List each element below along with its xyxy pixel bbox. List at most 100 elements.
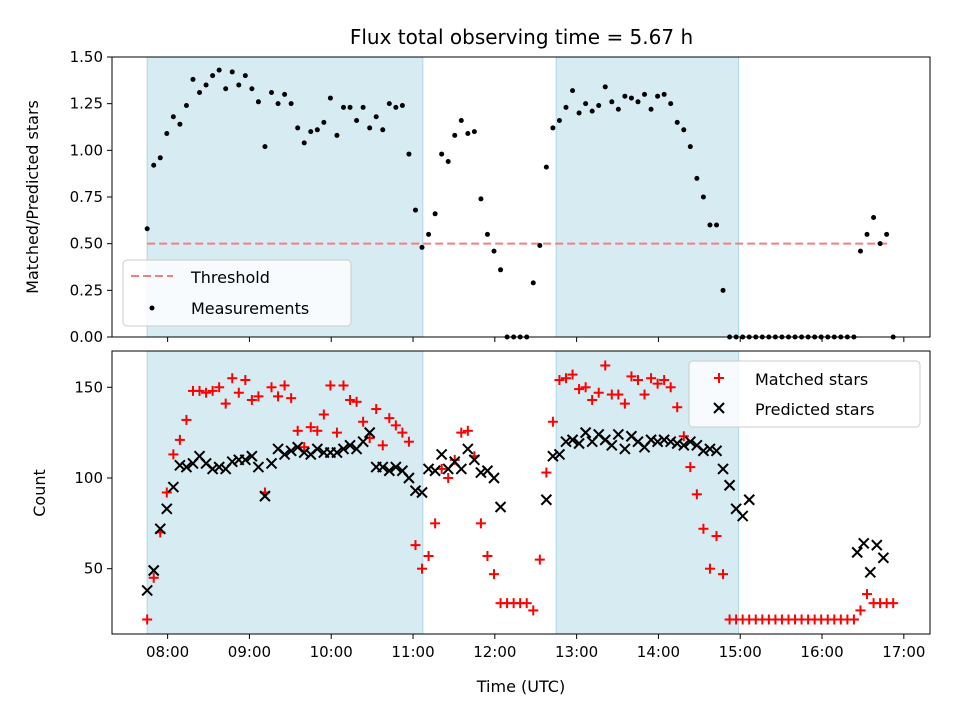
matched-star-point bbox=[266, 382, 277, 393]
measurement-point bbox=[406, 151, 412, 157]
matched-star-point bbox=[377, 440, 388, 451]
measurement-point bbox=[609, 99, 615, 105]
measurement-point bbox=[694, 175, 700, 181]
matched-star-point bbox=[331, 427, 342, 438]
measurement-point bbox=[432, 211, 438, 217]
measurement-point bbox=[478, 196, 484, 202]
predicted-star-point bbox=[488, 472, 500, 484]
measurement-point bbox=[622, 93, 628, 99]
predicted-star-point bbox=[710, 445, 723, 457]
x-tick-label: 12:00 bbox=[473, 643, 516, 661]
measurement-point bbox=[543, 164, 549, 170]
predicted-star-point bbox=[858, 537, 870, 550]
predicted-star-point bbox=[494, 501, 507, 513]
predicted-star-point bbox=[462, 443, 474, 455]
x-tick-label: 09:00 bbox=[228, 643, 271, 661]
x-tick-label: 16:00 bbox=[800, 643, 843, 661]
matched-star-point bbox=[888, 598, 899, 609]
matched-star-point bbox=[678, 431, 689, 442]
predicted-star-point bbox=[403, 472, 415, 484]
predicted-star-point bbox=[468, 454, 481, 466]
measurement-point bbox=[223, 86, 229, 92]
matched-star-point bbox=[489, 569, 500, 580]
measurement-point bbox=[203, 82, 209, 88]
predicted-star-point bbox=[658, 434, 670, 446]
matched-star-point bbox=[475, 518, 486, 529]
matched-star-point bbox=[194, 385, 205, 396]
predicted-star-point bbox=[877, 552, 890, 564]
ratio-panel: 0.00 0.25 0.50 0.75 1.00 1.25 1.50 Matched/Pre… bbox=[23, 48, 931, 346]
y-tick-label: 0.25 bbox=[70, 281, 103, 299]
matched-star-point bbox=[554, 375, 565, 386]
legend-matched-label: Matched stars bbox=[755, 370, 868, 389]
predicted-star-point bbox=[167, 481, 180, 493]
measurement-point bbox=[648, 106, 654, 112]
x-axis-label: Time (UTC) bbox=[476, 677, 565, 696]
measurement-point bbox=[491, 248, 497, 254]
measurement-point bbox=[295, 125, 301, 131]
predicted-star-point bbox=[664, 435, 677, 448]
legend-threshold-label: Threshold bbox=[190, 268, 270, 287]
matched-star-point bbox=[286, 393, 297, 404]
measurement-point bbox=[642, 91, 648, 97]
y-tick-label: 150 bbox=[74, 378, 103, 396]
top-y-ticks: 0.00 0.25 0.50 0.75 1.00 1.25 1.50 bbox=[70, 48, 112, 346]
matched-star-point bbox=[632, 375, 643, 386]
measurement-point bbox=[720, 287, 726, 293]
matched-star-point bbox=[181, 414, 192, 425]
matched-star-point bbox=[462, 425, 473, 436]
measurement-point bbox=[550, 125, 556, 131]
shaded-interval-1 bbox=[555, 56, 740, 338]
predicted-star-point bbox=[645, 434, 657, 446]
predicted-star-point bbox=[429, 465, 441, 477]
matched-star-point bbox=[240, 375, 251, 386]
matched-star-point bbox=[351, 396, 362, 407]
matched-star-point bbox=[279, 380, 290, 391]
matched-star-point bbox=[312, 425, 323, 436]
matched-star-point bbox=[547, 416, 558, 427]
matched-star-point bbox=[848, 614, 859, 625]
matched-star-point bbox=[233, 387, 244, 398]
predicted-star-point bbox=[553, 448, 566, 461]
measurement-point bbox=[871, 215, 877, 221]
x-tick-label: 13:00 bbox=[555, 643, 598, 661]
measurement-point bbox=[242, 73, 248, 79]
measurement-point bbox=[255, 99, 261, 105]
predicted-star-point bbox=[154, 523, 166, 535]
measurement-point bbox=[628, 95, 634, 101]
measurement-point bbox=[393, 104, 399, 110]
measurement-point bbox=[681, 127, 687, 133]
predicted-star-point bbox=[409, 484, 422, 497]
measurement-point bbox=[458, 117, 464, 123]
y-tick-label: 1.50 bbox=[70, 48, 103, 66]
matched-star-point bbox=[292, 425, 303, 436]
matched-star-point bbox=[626, 371, 637, 382]
predicted-star-point bbox=[141, 584, 153, 597]
x-tick-label: 08:00 bbox=[146, 643, 189, 661]
measurement-point bbox=[537, 243, 543, 249]
y-tick-label: 0.50 bbox=[70, 235, 103, 253]
measurement-point bbox=[707, 222, 713, 228]
matched-star-point bbox=[652, 378, 663, 389]
measurement-point bbox=[583, 101, 589, 107]
bottom-legend: Matched stars Predicted stars bbox=[688, 360, 921, 428]
matched-star-point bbox=[593, 387, 604, 398]
matched-star-point bbox=[698, 523, 709, 534]
matched-star-point bbox=[685, 462, 696, 473]
predicted-star-point bbox=[671, 437, 683, 450]
measurement-point bbox=[484, 231, 490, 237]
measurement-point bbox=[170, 114, 176, 120]
matched-star-point bbox=[443, 472, 454, 483]
measurement-point bbox=[615, 106, 621, 112]
measurement-point bbox=[556, 117, 562, 123]
matched-star-point bbox=[449, 454, 460, 465]
measurement-point bbox=[877, 241, 883, 247]
measurement-point bbox=[661, 91, 667, 97]
matched-star-point bbox=[410, 540, 421, 551]
matched-star-point bbox=[711, 531, 722, 542]
measurement-point bbox=[884, 231, 890, 237]
top-x-ticks bbox=[167, 337, 905, 342]
count-panel: 50 100 150 08:00 09:00 10:00 11:00 12:00 13:00 1… bbox=[30, 350, 931, 696]
matched-star-point bbox=[338, 380, 349, 391]
matched-star-point bbox=[580, 382, 591, 393]
